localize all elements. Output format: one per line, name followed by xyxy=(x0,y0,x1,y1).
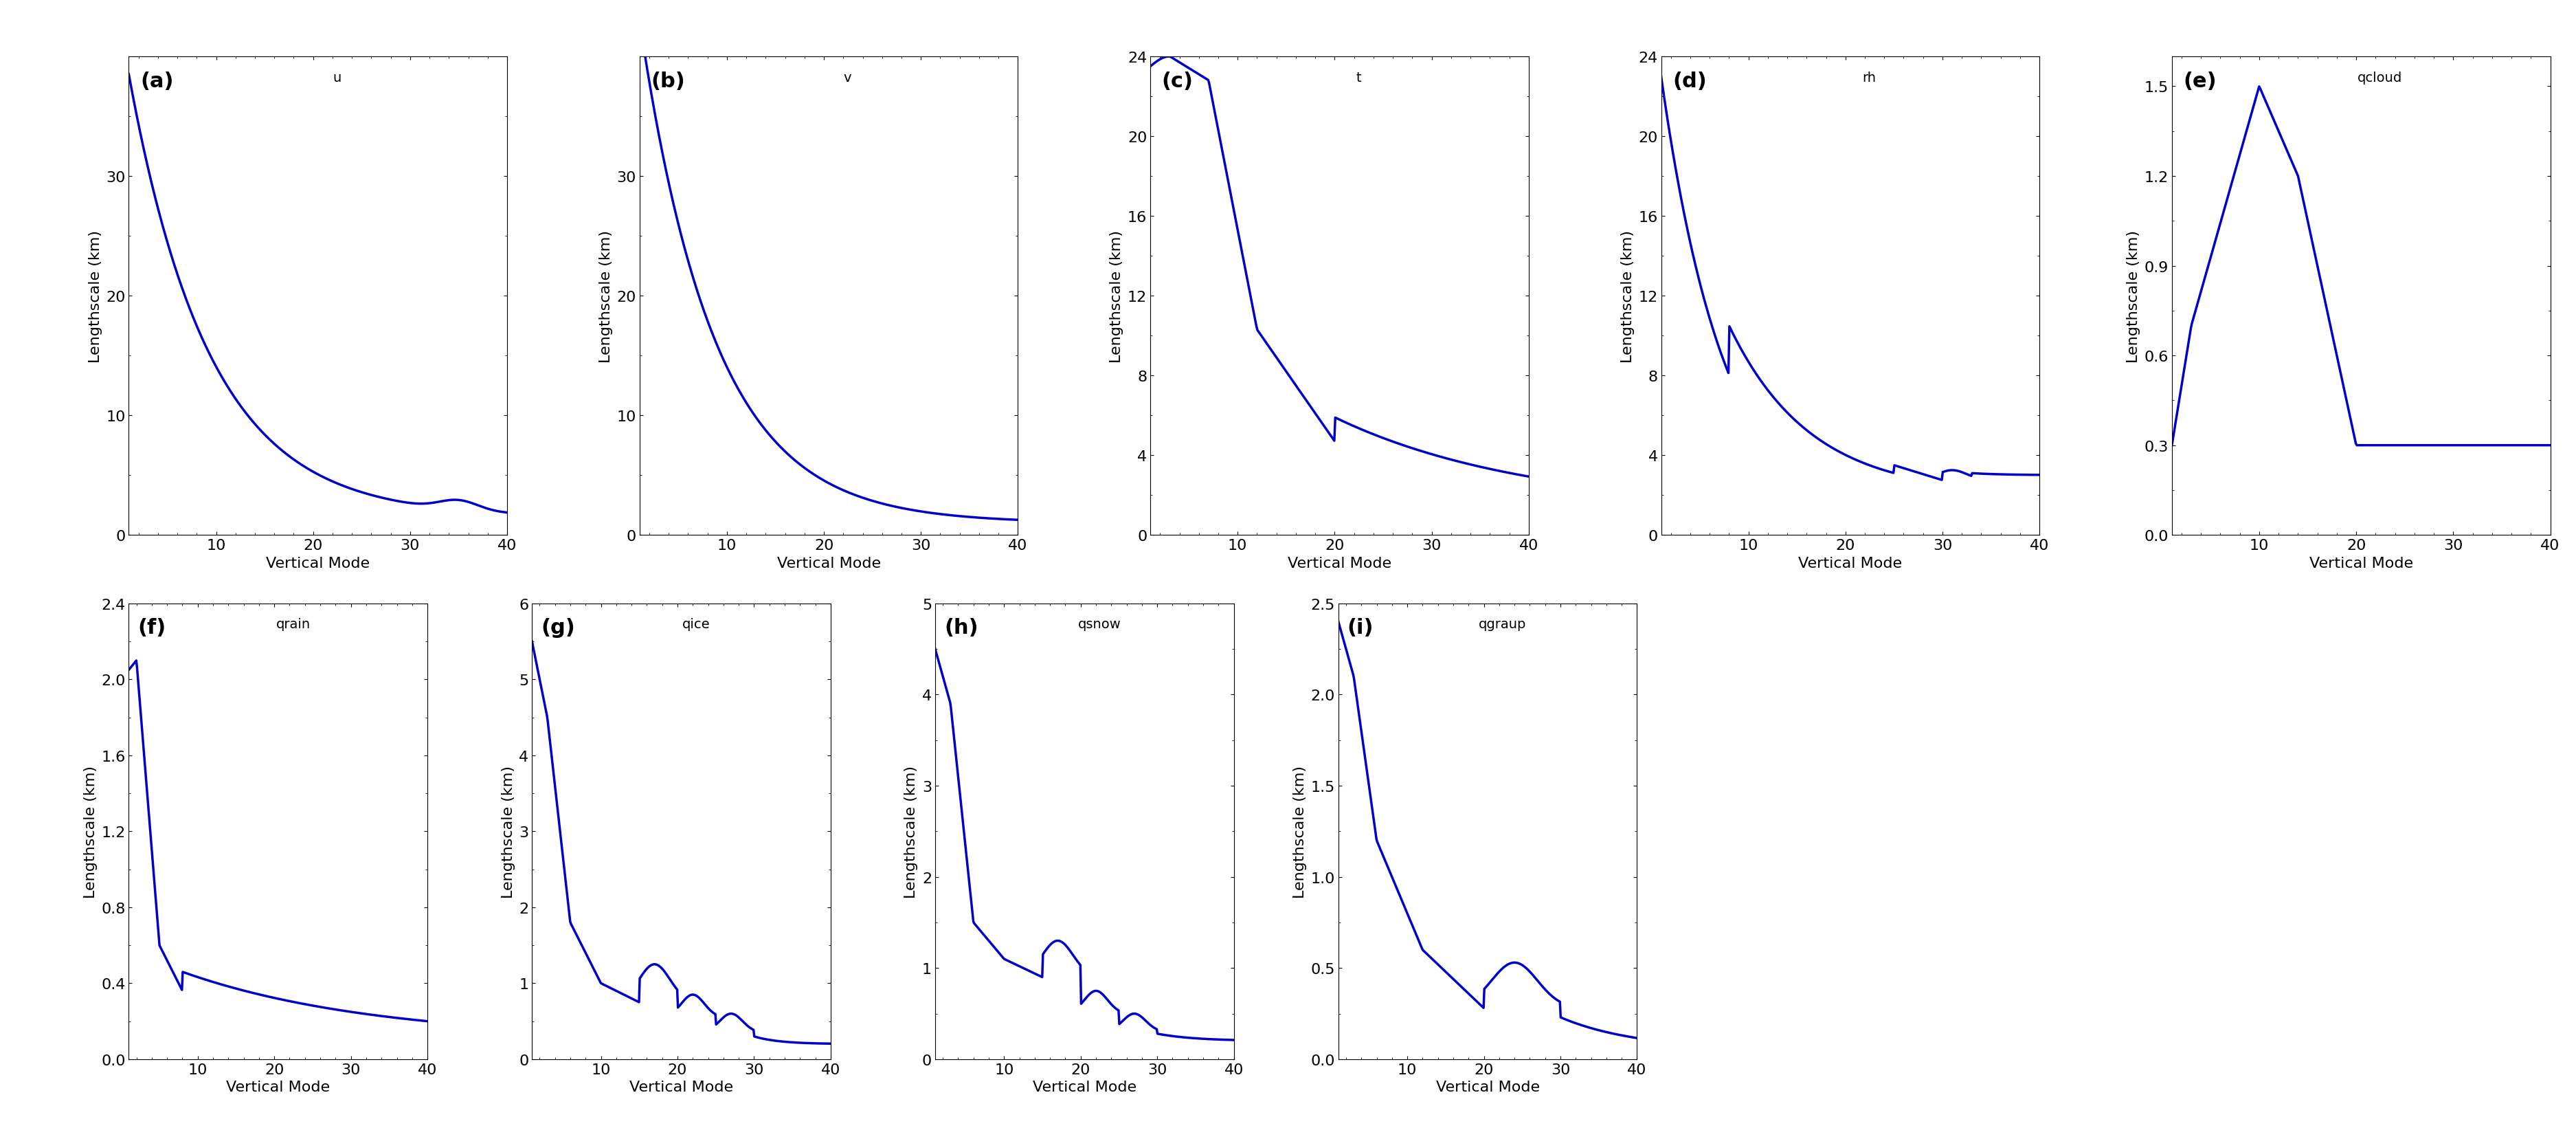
Y-axis label: Lengthscale (km): Lengthscale (km) xyxy=(600,230,613,362)
X-axis label: Vertical Mode: Vertical Mode xyxy=(1288,556,1391,570)
X-axis label: Vertical Mode: Vertical Mode xyxy=(2308,556,2414,570)
Text: (i): (i) xyxy=(1347,617,1373,637)
Text: (f): (f) xyxy=(137,617,165,637)
Text: qrain: qrain xyxy=(276,617,309,630)
Y-axis label: Lengthscale (km): Lengthscale (km) xyxy=(82,765,98,898)
Text: (g): (g) xyxy=(541,617,574,637)
Text: (e): (e) xyxy=(2184,72,2218,91)
Text: t: t xyxy=(1355,72,1360,84)
X-axis label: Vertical Mode: Vertical Mode xyxy=(227,1080,330,1093)
Text: v: v xyxy=(845,72,853,84)
Text: qcloud: qcloud xyxy=(2357,72,2403,84)
Text: rh: rh xyxy=(1862,72,1875,84)
Y-axis label: Lengthscale (km): Lengthscale (km) xyxy=(1620,230,1633,362)
Y-axis label: Lengthscale (km): Lengthscale (km) xyxy=(502,765,515,898)
X-axis label: Vertical Mode: Vertical Mode xyxy=(265,556,371,570)
Text: (h): (h) xyxy=(945,617,979,637)
Y-axis label: Lengthscale (km): Lengthscale (km) xyxy=(1293,765,1306,898)
X-axis label: Vertical Mode: Vertical Mode xyxy=(629,1080,734,1093)
Text: qsnow: qsnow xyxy=(1077,617,1121,630)
Text: (d): (d) xyxy=(1672,72,1708,91)
Text: qgraup: qgraup xyxy=(1479,617,1528,630)
X-axis label: Vertical Mode: Vertical Mode xyxy=(1435,1080,1540,1093)
Text: (a): (a) xyxy=(139,72,173,91)
X-axis label: Vertical Mode: Vertical Mode xyxy=(1033,1080,1136,1093)
Text: (c): (c) xyxy=(1162,72,1193,91)
Y-axis label: Lengthscale (km): Lengthscale (km) xyxy=(88,230,103,362)
Y-axis label: Lengthscale (km): Lengthscale (km) xyxy=(2128,230,2141,362)
Text: u: u xyxy=(332,72,340,84)
X-axis label: Vertical Mode: Vertical Mode xyxy=(778,556,881,570)
Text: qice: qice xyxy=(683,617,711,630)
Text: (b): (b) xyxy=(652,72,685,91)
Y-axis label: Lengthscale (km): Lengthscale (km) xyxy=(1110,230,1123,362)
X-axis label: Vertical Mode: Vertical Mode xyxy=(1798,556,1901,570)
Y-axis label: Lengthscale (km): Lengthscale (km) xyxy=(904,765,917,898)
